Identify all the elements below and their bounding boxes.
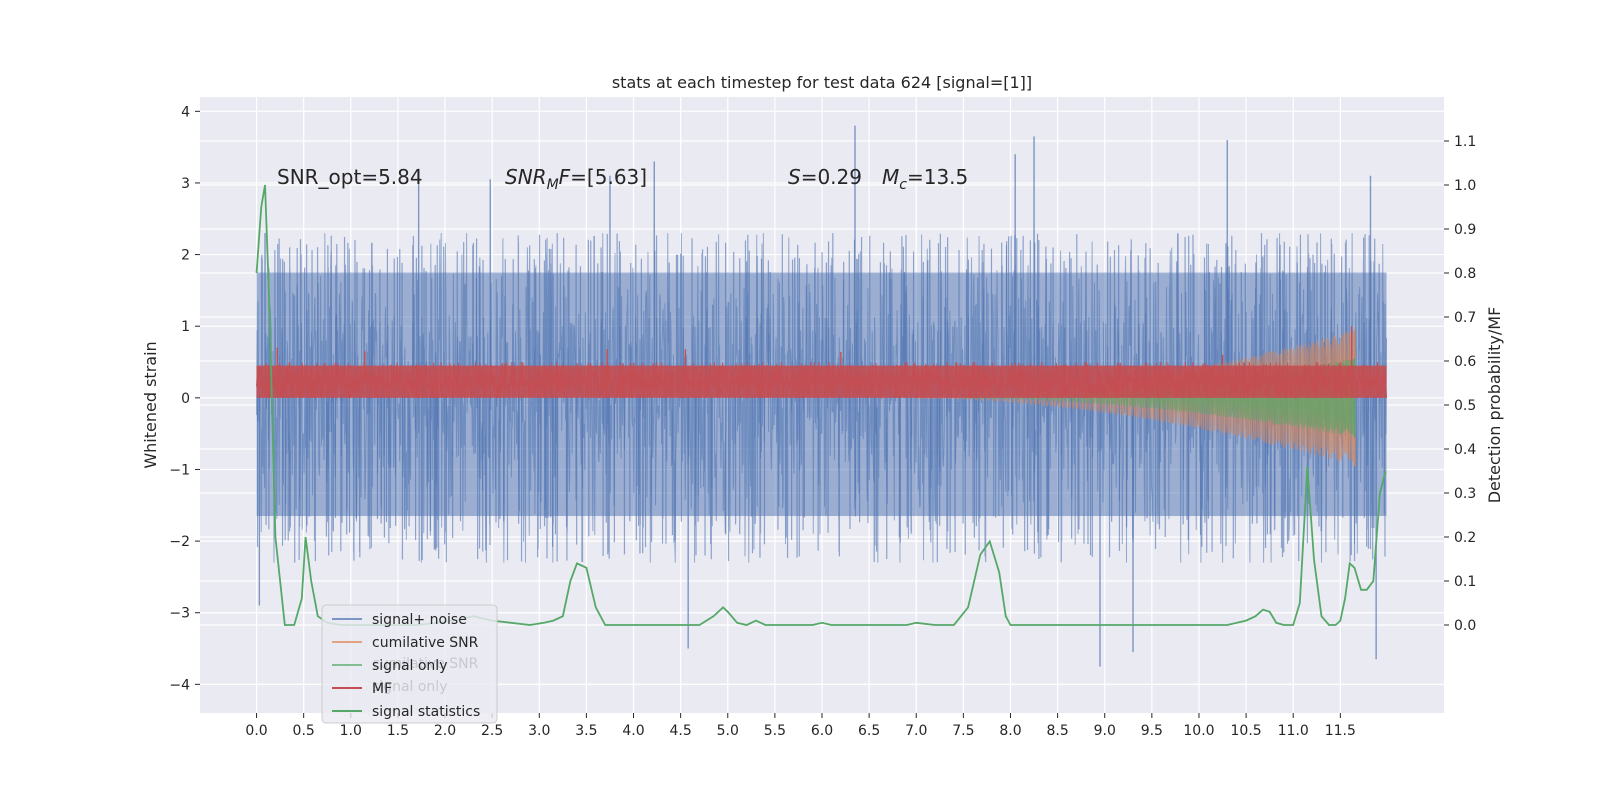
x-tick-label: 9.0 — [1094, 723, 1116, 739]
y-tick-label-left: 2 — [181, 248, 190, 264]
y-tick-label-right: 0.0 — [1454, 618, 1476, 634]
x-tick-label: 3.5 — [575, 723, 597, 739]
y-axis-label-left: Whitened strain — [141, 341, 160, 468]
x-tick-label: 1.0 — [340, 723, 362, 739]
y-tick-label-right: 0.2 — [1454, 530, 1476, 546]
y-tick-label-left: 4 — [181, 104, 190, 120]
annotation-s: S=0.29 — [788, 165, 862, 189]
annotation-snr-opt: SNR_opt=5.84 — [277, 165, 423, 189]
x-tick-label: 7.5 — [952, 723, 974, 739]
legend-ghost-2: signal only — [372, 679, 447, 695]
annotation-snr-mf: SNRMF=[5.63] — [505, 165, 647, 193]
x-tick-label: 10.5 — [1231, 723, 1262, 739]
y-tick-label-right: 0.6 — [1454, 354, 1476, 370]
x-tick-label: 3.0 — [528, 723, 550, 739]
x-tick-label: 6.0 — [811, 723, 833, 739]
x-tick-label: 4.5 — [670, 723, 692, 739]
x-tick-label: 9.5 — [1141, 723, 1163, 739]
legend-box — [321, 604, 498, 724]
y-tick-label-right: 0.9 — [1454, 222, 1476, 238]
y-tick-label-right: 0.1 — [1454, 574, 1476, 590]
y-tick-label-left: −3 — [169, 606, 190, 622]
y-tick-label-left: 1 — [181, 319, 190, 335]
legend-label: signal+ noise — [372, 612, 467, 628]
chart-title: stats at each timestep for test data 624… — [612, 73, 1032, 92]
x-tick-label: 1.5 — [387, 723, 409, 739]
x-tick-label: 2.0 — [434, 723, 456, 739]
series-spikes — [265, 362, 1379, 398]
y-tick-label-left: −2 — [169, 534, 190, 550]
legend-label: cumilative SNR — [372, 635, 479, 651]
series-spikes — [256, 233, 1386, 563]
data-layer — [255, 125, 1388, 667]
y-tick-label-left: 0 — [181, 391, 190, 407]
x-tick-label: 6.5 — [858, 723, 880, 739]
y-axis-label-right: Detection probability/MF — [1485, 307, 1504, 504]
x-tick-label: 5.0 — [717, 723, 739, 739]
y-tick-label-left: 3 — [181, 176, 190, 192]
y-tick-label-right: 0.7 — [1454, 310, 1476, 326]
x-tick-label: 2.5 — [481, 723, 503, 739]
x-tick-label: 8.0 — [999, 723, 1021, 739]
y-tick-label-right: 0.5 — [1454, 398, 1476, 414]
annotation-mc: Mc=13.5 — [882, 165, 968, 193]
x-tick-label: 0.0 — [245, 723, 267, 739]
axes: 0.0 0.5 1.0 1.5 2.0 2.5 3.0 3.5 4.0 4.5 5.0 5.5 6.0 6… — [141, 104, 1504, 739]
x-tick-label: 5.5 — [764, 723, 786, 739]
legend-label: MF — [372, 681, 392, 697]
x-tick-label: 7.0 — [905, 723, 927, 739]
y-tick-label-left: −1 — [169, 462, 190, 478]
legend-ghost-1: cumilative SNR — [372, 656, 479, 672]
y-tick-label-right: 0.3 — [1454, 486, 1476, 502]
x-tick-label: 11.0 — [1278, 723, 1309, 739]
x-tick-label: 8.5 — [1046, 723, 1068, 739]
x-tick-label: 10.0 — [1183, 723, 1214, 739]
legend-label: signal statistics — [372, 704, 480, 720]
series-mf — [256, 326, 1388, 400]
x-tick-label: 4.0 — [622, 723, 644, 739]
y-tick-label-right: 1.0 — [1454, 178, 1476, 194]
y-tick-label-right: 0.4 — [1454, 442, 1476, 458]
x-tick-label: 0.5 — [293, 723, 315, 739]
y-tick-label-left: −4 — [169, 677, 190, 693]
series-line — [256, 361, 1388, 400]
legend-label: signal only — [372, 658, 447, 674]
y-tick-label-right: 0.8 — [1454, 266, 1476, 282]
y-tick-label-right: 1.1 — [1454, 134, 1476, 150]
x-tick-label: 11.5 — [1325, 723, 1356, 739]
